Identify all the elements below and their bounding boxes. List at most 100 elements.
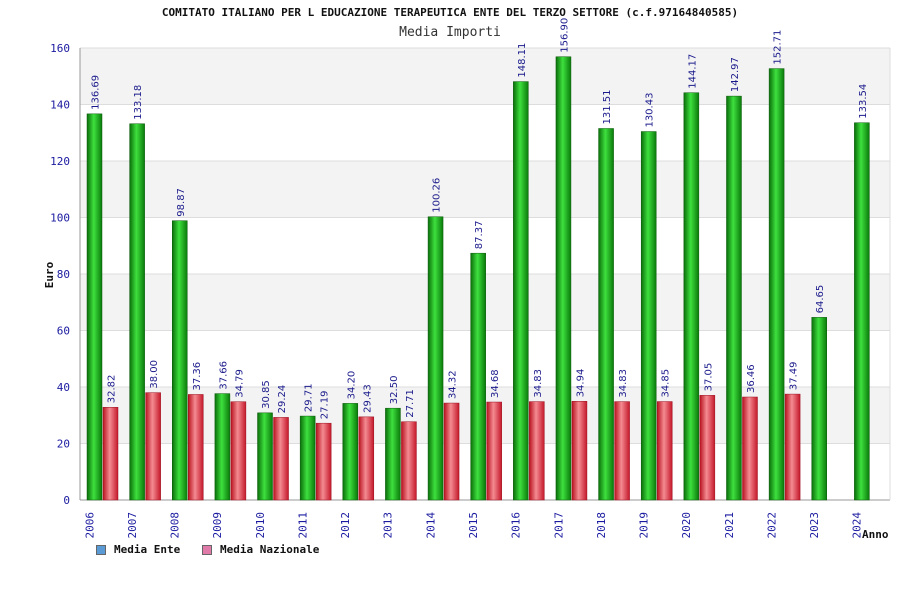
bar-media-nazionale <box>102 407 119 501</box>
bar-media-ente <box>598 128 614 501</box>
data-label: 133.18 <box>133 85 144 120</box>
data-label: 87.37 <box>474 221 485 250</box>
data-label: 38.00 <box>149 360 160 389</box>
chart-subtitle: Media Importi <box>399 25 501 40</box>
data-label: 37.05 <box>703 363 714 392</box>
y-tick-label: 60 <box>57 325 70 338</box>
bar-media-ente <box>342 403 359 501</box>
bar-media-ente <box>129 123 145 501</box>
x-tick-label: 2009 <box>211 512 224 539</box>
bar-media-ente <box>427 216 444 501</box>
x-tick-label: 2017 <box>552 512 565 539</box>
data-label: 136.69 <box>91 75 102 110</box>
data-label: 37.66 <box>218 361 229 390</box>
data-label: 37.49 <box>789 361 800 390</box>
data-label: 27.19 <box>320 391 331 420</box>
legend-swatch-nazionale <box>202 544 212 555</box>
bar-media-ente <box>854 122 870 501</box>
bar-media-ente <box>385 407 401 501</box>
data-label: 29.24 <box>277 385 288 414</box>
bar-media-nazionale <box>571 401 588 501</box>
data-label: 34.83 <box>533 369 544 398</box>
bar-media-nazionale <box>443 402 460 501</box>
data-label: 142.97 <box>730 57 741 92</box>
x-tick-label: 2022 <box>765 512 778 539</box>
data-label: 34.68 <box>490 369 501 398</box>
x-tick-label: 2006 <box>83 512 96 539</box>
bar-media-nazionale <box>145 392 161 501</box>
x-tick-label: 2010 <box>254 512 267 539</box>
bar-media-ente <box>683 92 700 501</box>
bar-media-nazionale <box>529 401 545 501</box>
bar-media-ente <box>726 95 742 501</box>
data-label: 29.71 <box>304 383 315 412</box>
legend-media-nazionale: Media Nazionale <box>202 543 319 556</box>
data-label: 34.94 <box>575 369 586 398</box>
data-label: 34.20 <box>346 371 357 400</box>
bar-media-ente <box>470 252 486 501</box>
y-tick-label: 160 <box>50 42 70 55</box>
legend-media-ente: Media Ente <box>96 543 180 556</box>
bar-media-ente <box>811 317 827 501</box>
x-tick-label: 2008 <box>169 512 182 539</box>
data-label: 34.85 <box>661 369 672 398</box>
bar-media-ente <box>640 131 657 501</box>
bar-media-nazionale <box>315 422 332 501</box>
x-tick-label: 2012 <box>339 512 352 539</box>
data-label: 30.85 <box>261 380 272 409</box>
x-tick-label: 2015 <box>467 512 480 539</box>
y-tick-label: 80 <box>57 268 70 281</box>
x-axis-label: Anno <box>862 528 889 541</box>
x-tick-label: 2023 <box>808 512 821 539</box>
data-label: 98.87 <box>176 188 187 217</box>
bar-media-nazionale <box>614 401 630 501</box>
bar-media-nazionale <box>784 393 801 501</box>
bar-media-ente <box>513 81 529 501</box>
data-label: 34.83 <box>618 369 629 398</box>
y-tick-label: 120 <box>50 155 70 168</box>
bar-media-ente <box>299 415 316 501</box>
y-tick-label: 40 <box>57 381 70 394</box>
x-tick-label: 2019 <box>638 512 651 539</box>
bar-media-nazionale <box>188 394 204 501</box>
bar-media-nazionale <box>486 401 502 501</box>
x-tick-label: 2016 <box>510 512 523 539</box>
legend-label-nazionale: Media Nazionale <box>220 543 320 556</box>
bar-media-nazionale <box>699 395 716 501</box>
data-label: 133.54 <box>858 84 869 119</box>
x-tick-label: 2020 <box>680 512 693 539</box>
bar-media-ente <box>555 56 572 501</box>
data-label: 152.71 <box>773 30 784 65</box>
data-label: 32.82 <box>107 375 118 404</box>
bar-media-nazionale <box>656 401 673 501</box>
data-label: 100.26 <box>432 178 443 213</box>
x-tick-label: 2011 <box>296 512 309 539</box>
bar-media-nazionale <box>230 401 247 501</box>
y-tick-label: 140 <box>50 99 70 112</box>
grid-band <box>80 161 890 218</box>
x-tick-label: 2014 <box>424 512 437 539</box>
data-label: 34.32 <box>448 370 459 399</box>
data-label: 144.17 <box>687 54 698 89</box>
chart-title: COMITATO ITALIANO PER L EDUCAZIONE TERAP… <box>161 6 739 19</box>
bar-media-nazionale <box>401 421 417 501</box>
data-label: 156.90 <box>559 18 570 53</box>
y-axis-label: Euro <box>43 261 56 288</box>
bar-media-ente <box>768 68 785 501</box>
y-tick-label: 20 <box>57 438 70 451</box>
data-label: 131.51 <box>602 89 613 124</box>
grid-band <box>80 48 890 105</box>
bar-media-nazionale <box>273 417 289 501</box>
x-tick-label: 2013 <box>382 512 395 539</box>
bar-media-ente <box>214 393 231 501</box>
x-tick-label: 2021 <box>723 512 736 539</box>
data-label: 37.36 <box>192 362 203 391</box>
data-label: 148.11 <box>517 43 528 78</box>
legend-label-ente: Media Ente <box>114 543 181 556</box>
data-label: 64.65 <box>815 285 826 314</box>
bar-media-ente <box>172 220 188 501</box>
data-label: 36.46 <box>746 364 757 393</box>
x-tick-label: 2007 <box>126 512 139 539</box>
bar-media-nazionale <box>742 396 758 501</box>
